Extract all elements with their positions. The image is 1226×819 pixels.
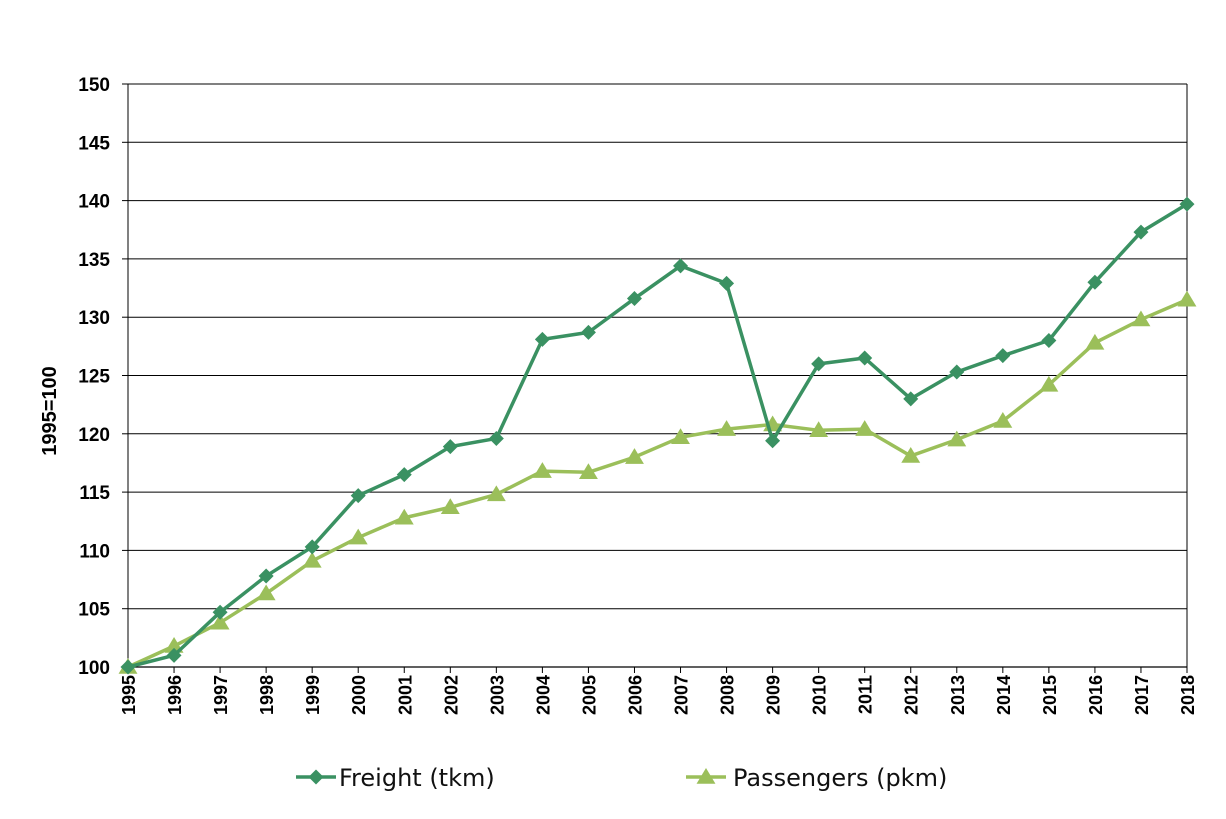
data-point: [258, 568, 274, 584]
legend-label: Passengers (pkm): [733, 764, 947, 792]
data-point: [348, 528, 368, 545]
data-point: [949, 364, 965, 380]
data-point: [671, 428, 690, 445]
axes: [122, 83, 1188, 673]
data-point: [532, 462, 552, 478]
data-point: [1131, 310, 1151, 327]
data-point: [442, 439, 458, 455]
data-point: [440, 498, 460, 515]
data-point: [212, 604, 228, 620]
x-tick-label: 2000: [349, 675, 369, 715]
y-tick-label: 135: [78, 250, 110, 271]
x-tick-label: 2015: [1040, 675, 1060, 715]
series-freight: [120, 196, 1195, 675]
x-tick-label: 2006: [625, 675, 645, 715]
data-point: [995, 348, 1011, 364]
data-point: [811, 356, 827, 372]
x-tick-label: 2014: [994, 675, 1014, 715]
x-tick-label: 2011: [856, 675, 876, 714]
data-point: [901, 446, 921, 463]
legend-item-freight: Freight (tkm): [296, 764, 495, 792]
data-point: [1085, 333, 1105, 350]
x-tick-label: 1997: [211, 675, 231, 715]
x-tick-label: 2008: [718, 675, 738, 715]
series-line: [127, 202, 1188, 669]
x-tick-label: 1995: [119, 675, 139, 715]
data-point: [1087, 274, 1103, 290]
data-point: [578, 463, 598, 480]
x-tick-label: 2002: [441, 675, 461, 715]
legend-label: Freight (tkm): [339, 764, 495, 792]
y-tick-label: 145: [78, 133, 110, 154]
series-layer: [118, 196, 1197, 675]
y-tick-label: 105: [78, 600, 110, 621]
legend: Freight (tkm) Passengers (pkm): [296, 764, 947, 792]
y-tick-label: 110: [79, 541, 110, 562]
x-tick-label: 2001: [395, 675, 415, 715]
x-tick-label: 2007: [672, 675, 692, 715]
data-point: [486, 485, 506, 502]
series-line: [127, 298, 1188, 669]
data-point: [625, 448, 644, 464]
data-point: [717, 420, 737, 436]
x-tick-label: 2017: [1132, 675, 1152, 715]
data-point: [350, 488, 366, 504]
data-point: [396, 467, 412, 483]
y-tick-label: 125: [78, 367, 110, 388]
legend-item-passengers: Passengers (pkm): [686, 764, 947, 792]
data-point: [304, 539, 320, 555]
y-tick-label: 100: [78, 658, 110, 679]
data-point: [857, 350, 873, 366]
data-point: [1133, 224, 1149, 240]
data-point: [166, 647, 182, 663]
data-point: [302, 551, 322, 568]
x-tick-label: 2010: [810, 675, 830, 715]
x-tick-label: 1999: [303, 675, 323, 715]
data-point: [488, 430, 504, 446]
x-tick-label: 2013: [948, 675, 968, 715]
data-point: [809, 421, 829, 438]
data-point: [719, 275, 735, 291]
data-point: [903, 391, 919, 407]
data-point: [394, 508, 414, 525]
legend-marker: [308, 769, 324, 785]
y-tick-label: 115: [79, 483, 110, 504]
data-point: [1041, 333, 1057, 349]
y-tick-label: 120: [78, 425, 110, 446]
series-passengers: [118, 290, 1197, 674]
data-point: [210, 613, 230, 630]
y-tick-label: 130: [78, 308, 110, 329]
legend-marker: [696, 768, 716, 784]
data-point: [534, 331, 550, 347]
y-tick-label: 140: [78, 192, 110, 213]
data-point: [256, 584, 276, 601]
data-point: [947, 430, 967, 447]
x-tick-label: 2016: [1086, 675, 1106, 715]
y-tick-label: 150: [78, 75, 110, 96]
data-point: [120, 659, 136, 675]
x-tick-label: 2003: [487, 675, 507, 715]
y-axis-label: 1995=100: [39, 366, 61, 456]
x-tick-label: 1998: [257, 675, 277, 715]
data-point: [673, 258, 689, 274]
x-tick-label: 2005: [579, 675, 599, 715]
data-point: [765, 433, 781, 449]
x-tick-label: 2004: [533, 675, 553, 715]
x-tick-label: 2009: [764, 675, 784, 715]
x-tick-label: 2018: [1178, 675, 1198, 715]
y-tick-labels: 100 105 110 115 120 125 130 135 140 145 150: [78, 75, 110, 679]
data-point: [993, 411, 1013, 428]
data-point: [626, 291, 642, 307]
data-point: [1177, 290, 1197, 307]
data-point: [1179, 196, 1195, 212]
data-point: [855, 420, 875, 436]
x-tick-labels: 1995 1996 1997 1998 1999 2000 2001 2002 2003 2004…: [119, 675, 1198, 715]
data-point: [1039, 375, 1059, 392]
x-tick-label: 1996: [165, 675, 185, 715]
x-tick-label: 2012: [902, 675, 922, 715]
data-point: [580, 324, 596, 340]
